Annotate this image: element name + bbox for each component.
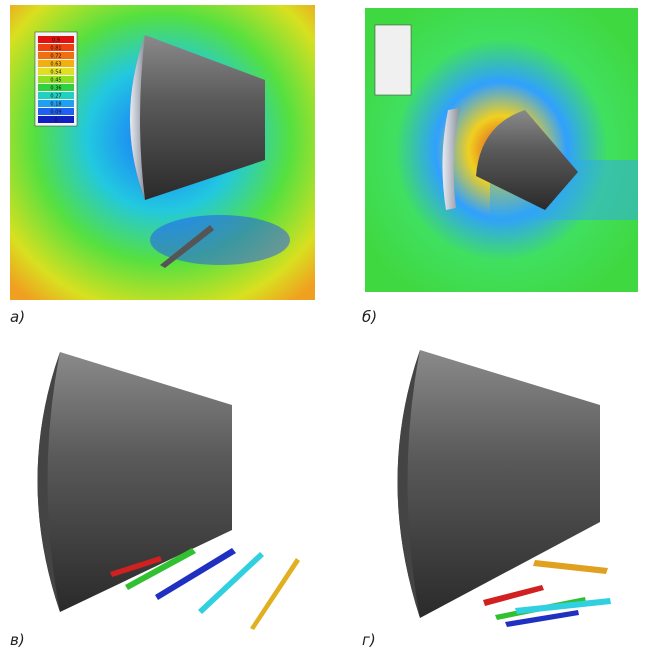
capsule <box>398 350 601 618</box>
legend-label: 0.36 <box>50 86 61 92</box>
plate <box>515 598 611 614</box>
plate <box>533 560 608 574</box>
panel-label: в) <box>10 631 25 649</box>
legend-box <box>375 25 411 95</box>
plate <box>483 585 544 606</box>
panel-a: 0.90.810.720.630.540.450.360.270.180.090… <box>10 5 315 326</box>
panel-d: г) <box>362 350 611 649</box>
legend-label: 0.18 <box>50 102 61 108</box>
legend-label: 0.27 <box>50 94 61 100</box>
legend-label: 0 <box>54 118 57 124</box>
plate <box>198 552 264 614</box>
plate <box>250 558 300 630</box>
legend-label: 0.54 <box>50 70 61 76</box>
panel-b: б) <box>362 8 638 326</box>
panel-label: г) <box>362 631 376 649</box>
figure: 0.90.810.720.630.540.450.360.270.180.090… <box>0 0 646 650</box>
legend: 0.9 0.81 0.72 0.63 0.54 0.45 0.36 0.27 0.18 0.09 0 <box>35 32 77 126</box>
capsule <box>38 352 233 612</box>
panel-label: б) <box>362 308 377 326</box>
legend-label: 0.72 <box>50 54 61 60</box>
legend-label: 0.45 <box>50 78 61 84</box>
legend-label: 0.9 <box>52 38 60 44</box>
legend-label: 0.81 <box>50 46 61 52</box>
legend-label: 0.63 <box>50 62 61 68</box>
panel-c: в) <box>10 352 300 649</box>
panel-label: а) <box>10 308 25 326</box>
legend-label: 0.09 <box>50 110 61 116</box>
